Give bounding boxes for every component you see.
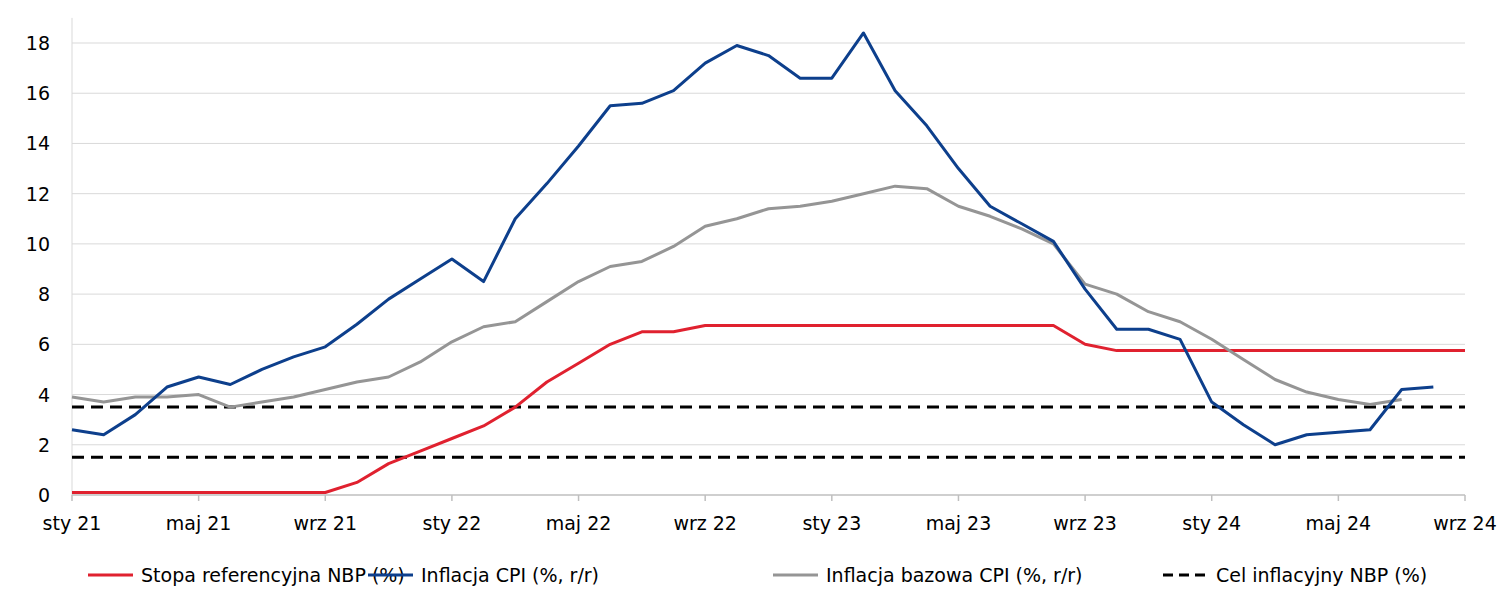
y-tick-label: 6 bbox=[38, 333, 50, 355]
y-axis-line bbox=[72, 18, 73, 495]
y-tick-label: 10 bbox=[26, 233, 50, 255]
x-tick bbox=[1084, 495, 1086, 501]
grid-line bbox=[72, 93, 1465, 94]
x-tick-label: maj 21 bbox=[166, 512, 232, 534]
x-tick bbox=[578, 495, 580, 501]
y-tick-label: 12 bbox=[26, 183, 50, 205]
x-tick bbox=[1211, 495, 1213, 501]
plot-area bbox=[72, 33, 1465, 493]
x-axis-line bbox=[72, 494, 1465, 496]
legend-swatch bbox=[773, 574, 818, 577]
grid-line bbox=[72, 193, 1465, 194]
y-tick-label: 2 bbox=[38, 434, 50, 456]
x-tick-label: maj 24 bbox=[1306, 512, 1372, 534]
legend-label: Cel inflacyjny NBP (%) bbox=[1216, 564, 1427, 586]
grid-line bbox=[72, 394, 1465, 395]
series-line bbox=[72, 186, 1402, 407]
x-tick-label: wrz 21 bbox=[293, 512, 357, 534]
series-line bbox=[72, 326, 1465, 493]
legend-label: Inflacja bazowa CPI (%, r/r) bbox=[826, 564, 1083, 586]
x-tick-label: wrz 22 bbox=[673, 512, 737, 534]
grid-line bbox=[72, 444, 1465, 445]
grid-line bbox=[72, 43, 1465, 44]
legend-swatch bbox=[368, 574, 413, 577]
x-tick bbox=[1464, 495, 1466, 501]
x-tick-label: sty 23 bbox=[802, 512, 861, 534]
legend-swatch bbox=[88, 574, 133, 577]
series-line bbox=[72, 406, 1465, 409]
grid-line bbox=[72, 143, 1465, 144]
x-tick bbox=[1338, 495, 1340, 501]
x-tick-label: maj 23 bbox=[926, 512, 992, 534]
y-tick-label: 4 bbox=[38, 384, 50, 406]
x-tick bbox=[451, 495, 453, 501]
grid-line bbox=[72, 344, 1465, 345]
x-tick bbox=[198, 495, 200, 501]
x-tick bbox=[325, 495, 327, 501]
x-tick-label: sty 24 bbox=[1182, 512, 1241, 534]
x-tick-label: sty 21 bbox=[43, 512, 102, 534]
x-tick-label: sty 22 bbox=[423, 512, 482, 534]
x-tick bbox=[704, 495, 706, 501]
x-tick bbox=[71, 495, 73, 501]
y-tick-label: 16 bbox=[26, 82, 50, 104]
y-tick-label: 0 bbox=[38, 484, 50, 506]
grid-line bbox=[72, 294, 1465, 295]
legend: Stopa referencyjna NBP (%) Inflacja CPI (… bbox=[88, 564, 1427, 586]
legend-label: Inflacja CPI (%, r/r) bbox=[421, 564, 599, 586]
x-tick-label: wrz 23 bbox=[1053, 512, 1117, 534]
y-tick-label: 8 bbox=[38, 283, 50, 305]
y-tick-label: 18 bbox=[26, 32, 50, 54]
series-line bbox=[72, 456, 1465, 459]
y-tick-label: 14 bbox=[26, 132, 50, 154]
x-tick bbox=[831, 495, 833, 501]
legend-swatch bbox=[1163, 574, 1208, 577]
x-tick-label: wrz 24 bbox=[1433, 512, 1497, 534]
grid-line bbox=[72, 243, 1465, 244]
x-tick-label: maj 22 bbox=[546, 512, 612, 534]
x-tick bbox=[958, 495, 960, 501]
grid bbox=[72, 43, 1465, 445]
series-line bbox=[72, 33, 1433, 445]
legend-label: Stopa referencyjna NBP (%) bbox=[141, 564, 405, 586]
chart: 0 2 4 6 8 10 12 14 16 18 sty 21 maj 21 wrz 21 sty 22 m… bbox=[0, 0, 1508, 616]
